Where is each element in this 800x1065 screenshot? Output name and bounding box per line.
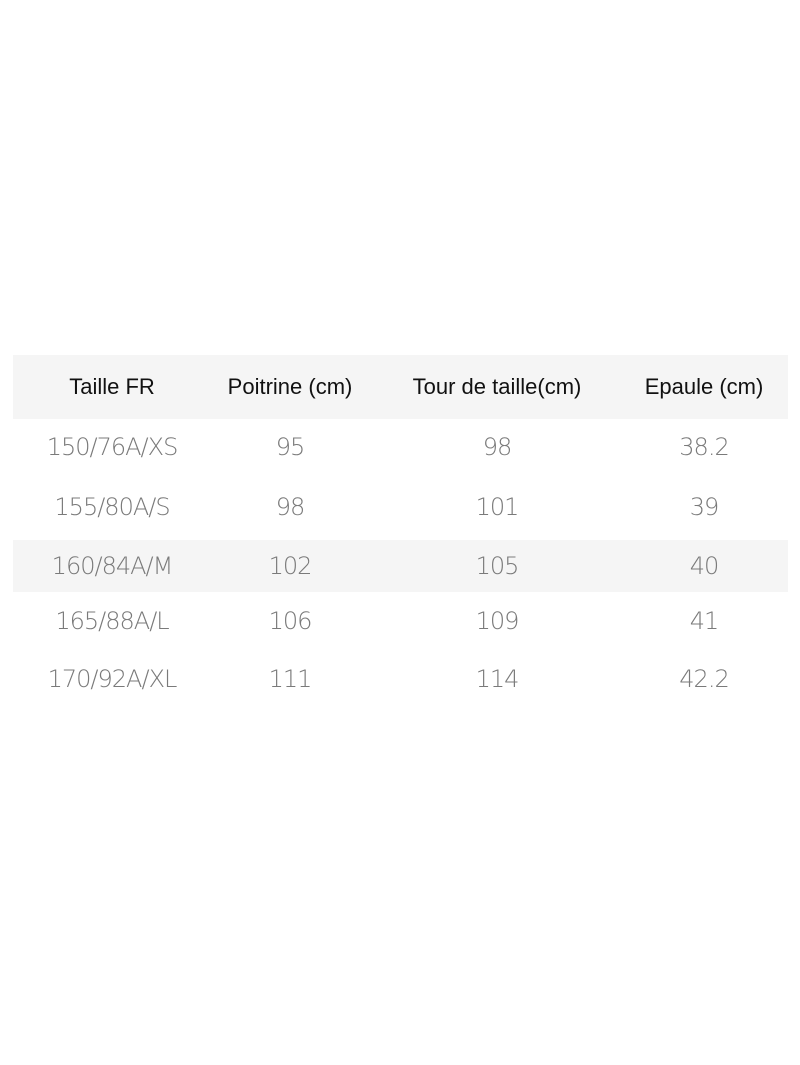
table-row: 150/76A/XS 95 98 38.2	[13, 421, 788, 473]
header-size: Taille FR	[69, 374, 155, 399]
chest-cell: 95	[275, 433, 306, 461]
shoulder-cell: 42.2	[679, 665, 729, 693]
size-cell: 165/88A/L	[55, 607, 169, 635]
table-row: 155/80A/S 98 101 39	[13, 481, 788, 533]
table-row: 170/92A/XL 111 114 42.2	[13, 653, 788, 705]
shoulder-cell: 39	[689, 493, 720, 521]
waist-cell: 114	[475, 665, 520, 693]
header-waist: Tour de taille(cm)	[412, 374, 582, 399]
table-row: 165/88A/L 106 109 41	[13, 595, 788, 647]
header-shoulder: Epaule (cm)	[644, 374, 764, 399]
size-cell: 170/92A/XL	[47, 665, 178, 693]
table-header: Taille FR Poitrine (cm) Tour de taille(cm)…	[13, 355, 788, 419]
chest-cell: 98	[275, 493, 306, 521]
size-cell: 150/76A/XS	[46, 433, 179, 461]
size-cell: 155/80A/S	[54, 493, 170, 521]
header-chest: Poitrine (cm)	[227, 374, 353, 399]
chest-cell: 106	[268, 607, 313, 635]
table-row: 160/84A/M 102 105 40	[13, 540, 788, 592]
waist-cell: 101	[475, 493, 520, 521]
shoulder-cell: 40	[689, 552, 720, 580]
size-cell: 160/84A/M	[51, 552, 174, 580]
shoulder-cell: 41	[689, 607, 720, 635]
waist-cell: 105	[475, 552, 520, 580]
chest-cell: 102	[268, 552, 313, 580]
waist-cell: 98	[482, 433, 513, 461]
shoulder-cell: 38.2	[679, 433, 729, 461]
chest-cell: 111	[268, 665, 313, 693]
waist-cell: 109	[475, 607, 520, 635]
